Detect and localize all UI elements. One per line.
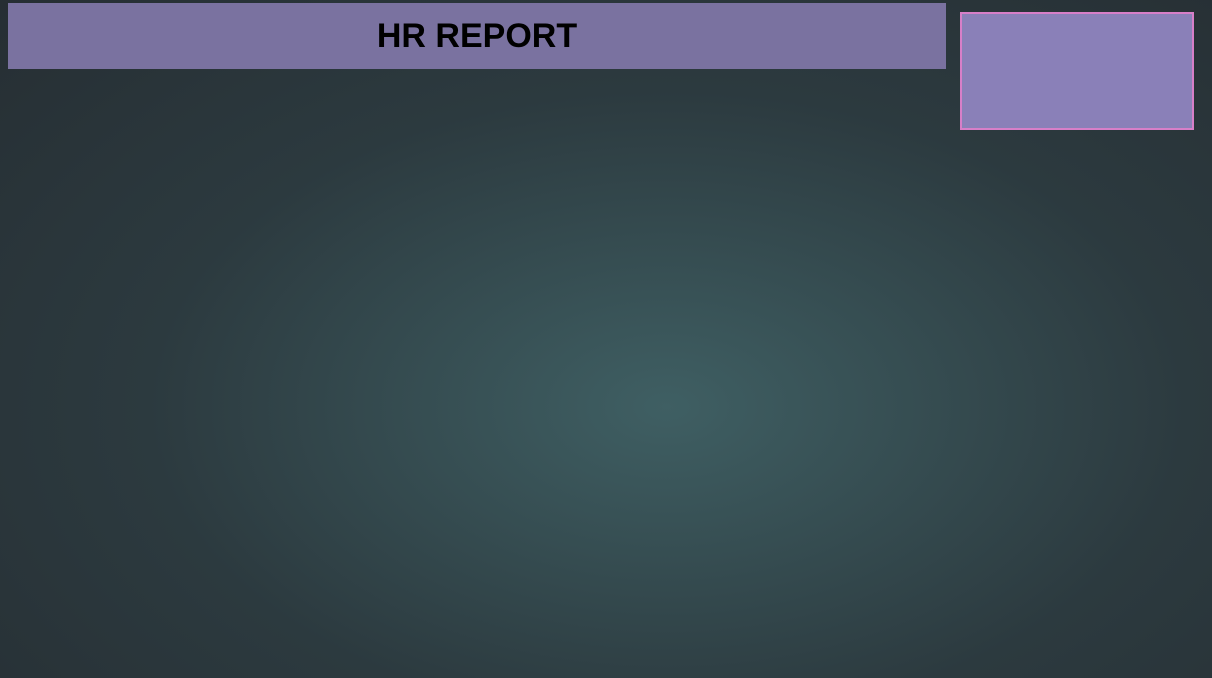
report-title: HR REPORT — [8, 3, 946, 69]
panel — [960, 12, 1194, 130]
